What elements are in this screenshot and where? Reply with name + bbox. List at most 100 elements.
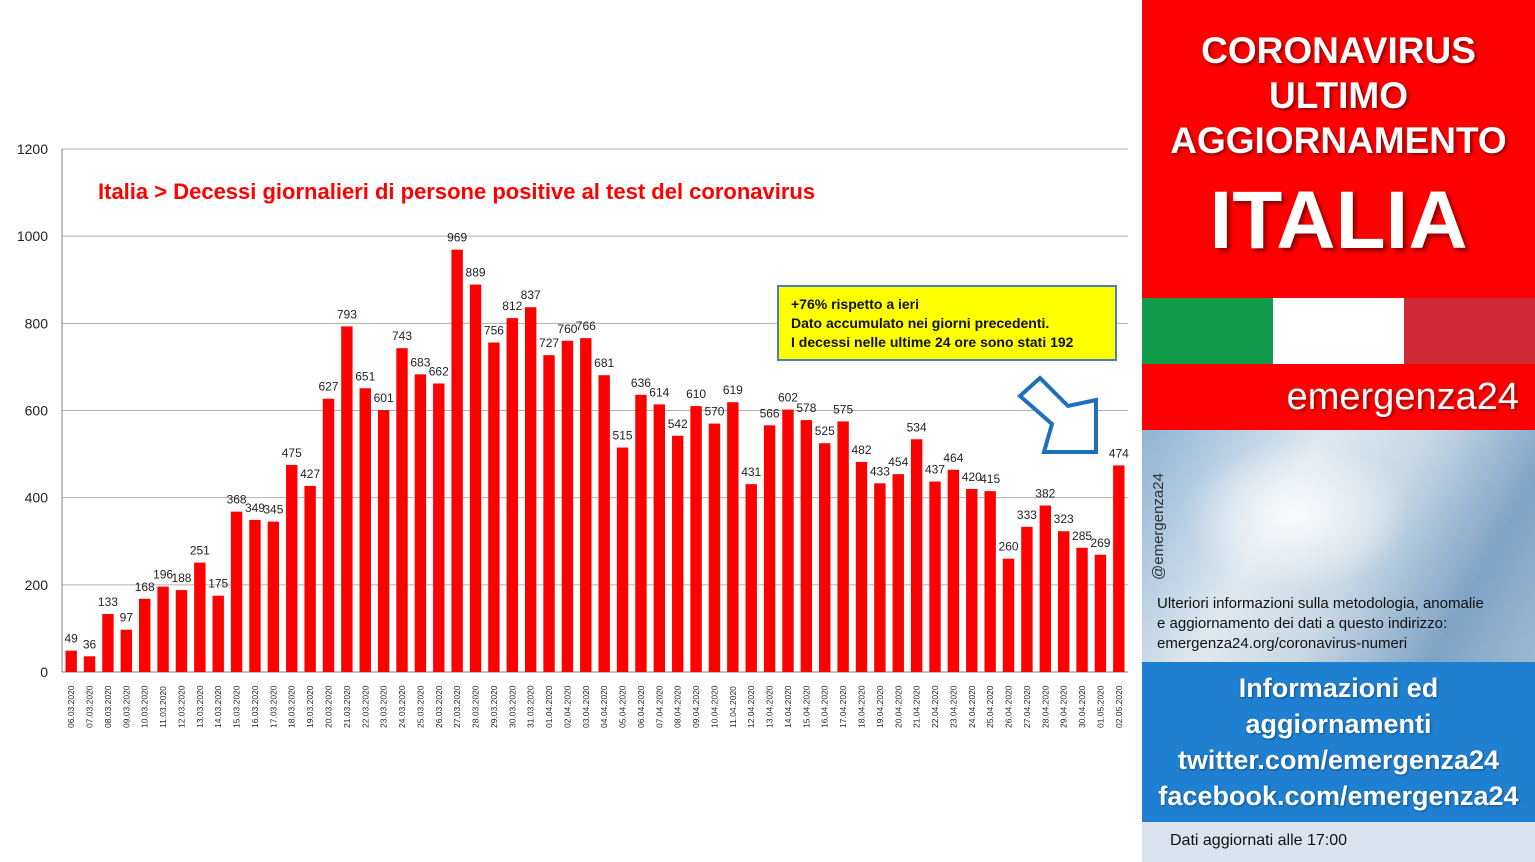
data-label: 969 (447, 231, 467, 245)
data-label: 285 (1072, 529, 1092, 543)
x-tick-label: 17.04.2020 (838, 685, 848, 728)
x-tick-label: 01.05.2020 (1095, 685, 1105, 728)
data-label: 570 (704, 405, 724, 419)
x-tick-label: 30.03.2020 (507, 685, 517, 728)
brand-bar: emergenza24 (1142, 364, 1535, 430)
bar (175, 590, 188, 672)
x-tick-label: 02.04.2020 (562, 685, 572, 728)
arrow-down-right-icon (1016, 375, 1098, 454)
data-label: 636 (631, 376, 651, 390)
flag-stripe-green (1142, 298, 1273, 364)
data-label: 420 (962, 470, 982, 484)
data-label: 610 (686, 387, 706, 401)
data-label: 515 (613, 429, 633, 443)
x-tick-label: 23.03.2020 (379, 685, 389, 728)
x-tick-label: 11.03.2020 (158, 686, 168, 728)
x-tick-label: 31.03.2020 (526, 685, 536, 728)
bar (83, 656, 96, 672)
data-label: 97 (120, 611, 134, 625)
bar (910, 439, 923, 672)
flag-stripe-white (1273, 298, 1404, 364)
data-label: 382 (1035, 487, 1055, 501)
bar (120, 629, 133, 672)
data-label: 743 (392, 329, 412, 343)
x-tick-label: 22.03.2020 (360, 685, 370, 728)
chart-title: Italia > Decessi giornalieri di persone … (98, 179, 815, 204)
x-tick-label: 29.04.2020 (1059, 685, 1069, 728)
x-tick-label: 24.03.2020 (397, 685, 407, 728)
info-link[interactable]: emergenza24.org/coronavirus-numeri (1157, 635, 1408, 652)
bar (341, 326, 353, 672)
bar (1021, 526, 1033, 672)
data-label: 474 (1109, 446, 1129, 460)
bar (672, 435, 684, 672)
data-label: 683 (410, 355, 430, 369)
y-tick-label: 0 (40, 664, 48, 680)
bar (782, 409, 794, 672)
bars (65, 249, 1125, 673)
social-handle: @emergenza24 (1150, 473, 1167, 580)
x-tick-label: 15.04.2020 (801, 685, 811, 728)
bar (819, 443, 831, 672)
data-label: 349 (245, 501, 265, 515)
bar (139, 598, 151, 672)
bar (966, 488, 978, 672)
x-tick-label: 01.04.2020 (544, 685, 554, 728)
bar (249, 519, 261, 672)
info-panel: @emergenza24 Ulteriori informazioni sull… (1142, 430, 1535, 662)
data-label: 578 (796, 401, 816, 415)
bar (506, 318, 518, 672)
data-label: 454 (888, 455, 908, 469)
x-tick-label: 12.04.2020 (746, 685, 756, 728)
bar (616, 447, 629, 672)
side-panel: CORONAVIRUS ULTIMO AGGIORNAMENTO ITALIA … (1142, 0, 1535, 862)
bar (984, 491, 996, 672)
data-label: 681 (594, 356, 614, 370)
update-time: Dati aggiornati alle 17:00 (1170, 832, 1348, 849)
y-tick-label: 800 (25, 315, 49, 331)
x-tick-label: 30.04.2020 (1077, 685, 1087, 728)
data-label: 766 (576, 319, 596, 333)
x-tick-label: 21.04.2020 (912, 685, 922, 728)
bar (396, 348, 408, 672)
twitter-link[interactable]: twitter.com/emergenza24 (1177, 745, 1500, 775)
bar (414, 374, 427, 672)
bar (1113, 465, 1125, 672)
update-footer: Dati aggiornati alle 17:00 (1142, 822, 1535, 862)
bar (488, 342, 500, 672)
data-label: 534 (907, 420, 927, 434)
social-line-2: aggiornamenti (1245, 709, 1432, 739)
data-label: 619 (723, 383, 743, 397)
y-tick-label: 200 (25, 577, 49, 593)
x-tick-label: 09.04.2020 (691, 685, 701, 728)
x-tick-label: 18.03.2020 (287, 685, 297, 728)
y-tick-label: 1200 (17, 141, 48, 157)
facebook-link[interactable]: facebook.com/emergenza24 (1158, 781, 1519, 811)
headline-line-3: AGGIORNAMENTO (1170, 120, 1507, 161)
data-label: 662 (429, 364, 449, 378)
italian-flag-icon (1142, 298, 1535, 364)
x-tick-label: 22.04.2020 (930, 685, 940, 728)
annotation-line-3: I decessi nelle ultime 24 ore sono stati… (791, 334, 1074, 350)
data-label: 345 (263, 503, 283, 517)
bar (855, 461, 868, 672)
bar (635, 394, 647, 672)
x-tick-label: 14.04.2020 (783, 685, 793, 728)
bar (1002, 558, 1015, 672)
bar (304, 485, 316, 672)
x-tick-label: 13.04.2020 (765, 685, 775, 728)
data-label: 36 (83, 637, 97, 651)
bar (763, 425, 776, 672)
data-label: 566 (760, 406, 780, 420)
data-label: 415 (980, 472, 1000, 486)
bar (212, 595, 224, 672)
data-label: 431 (741, 465, 761, 479)
x-tick-label: 27.03.2020 (452, 685, 462, 728)
data-label: 889 (466, 266, 486, 280)
x-tick-label: 19.03.2020 (305, 685, 315, 728)
x-tick-label: 10.03.2020 (140, 685, 150, 728)
bar (708, 423, 721, 672)
bar (194, 562, 206, 672)
info-text: Ulteriori informazioni sulla metodologia… (1157, 594, 1529, 654)
